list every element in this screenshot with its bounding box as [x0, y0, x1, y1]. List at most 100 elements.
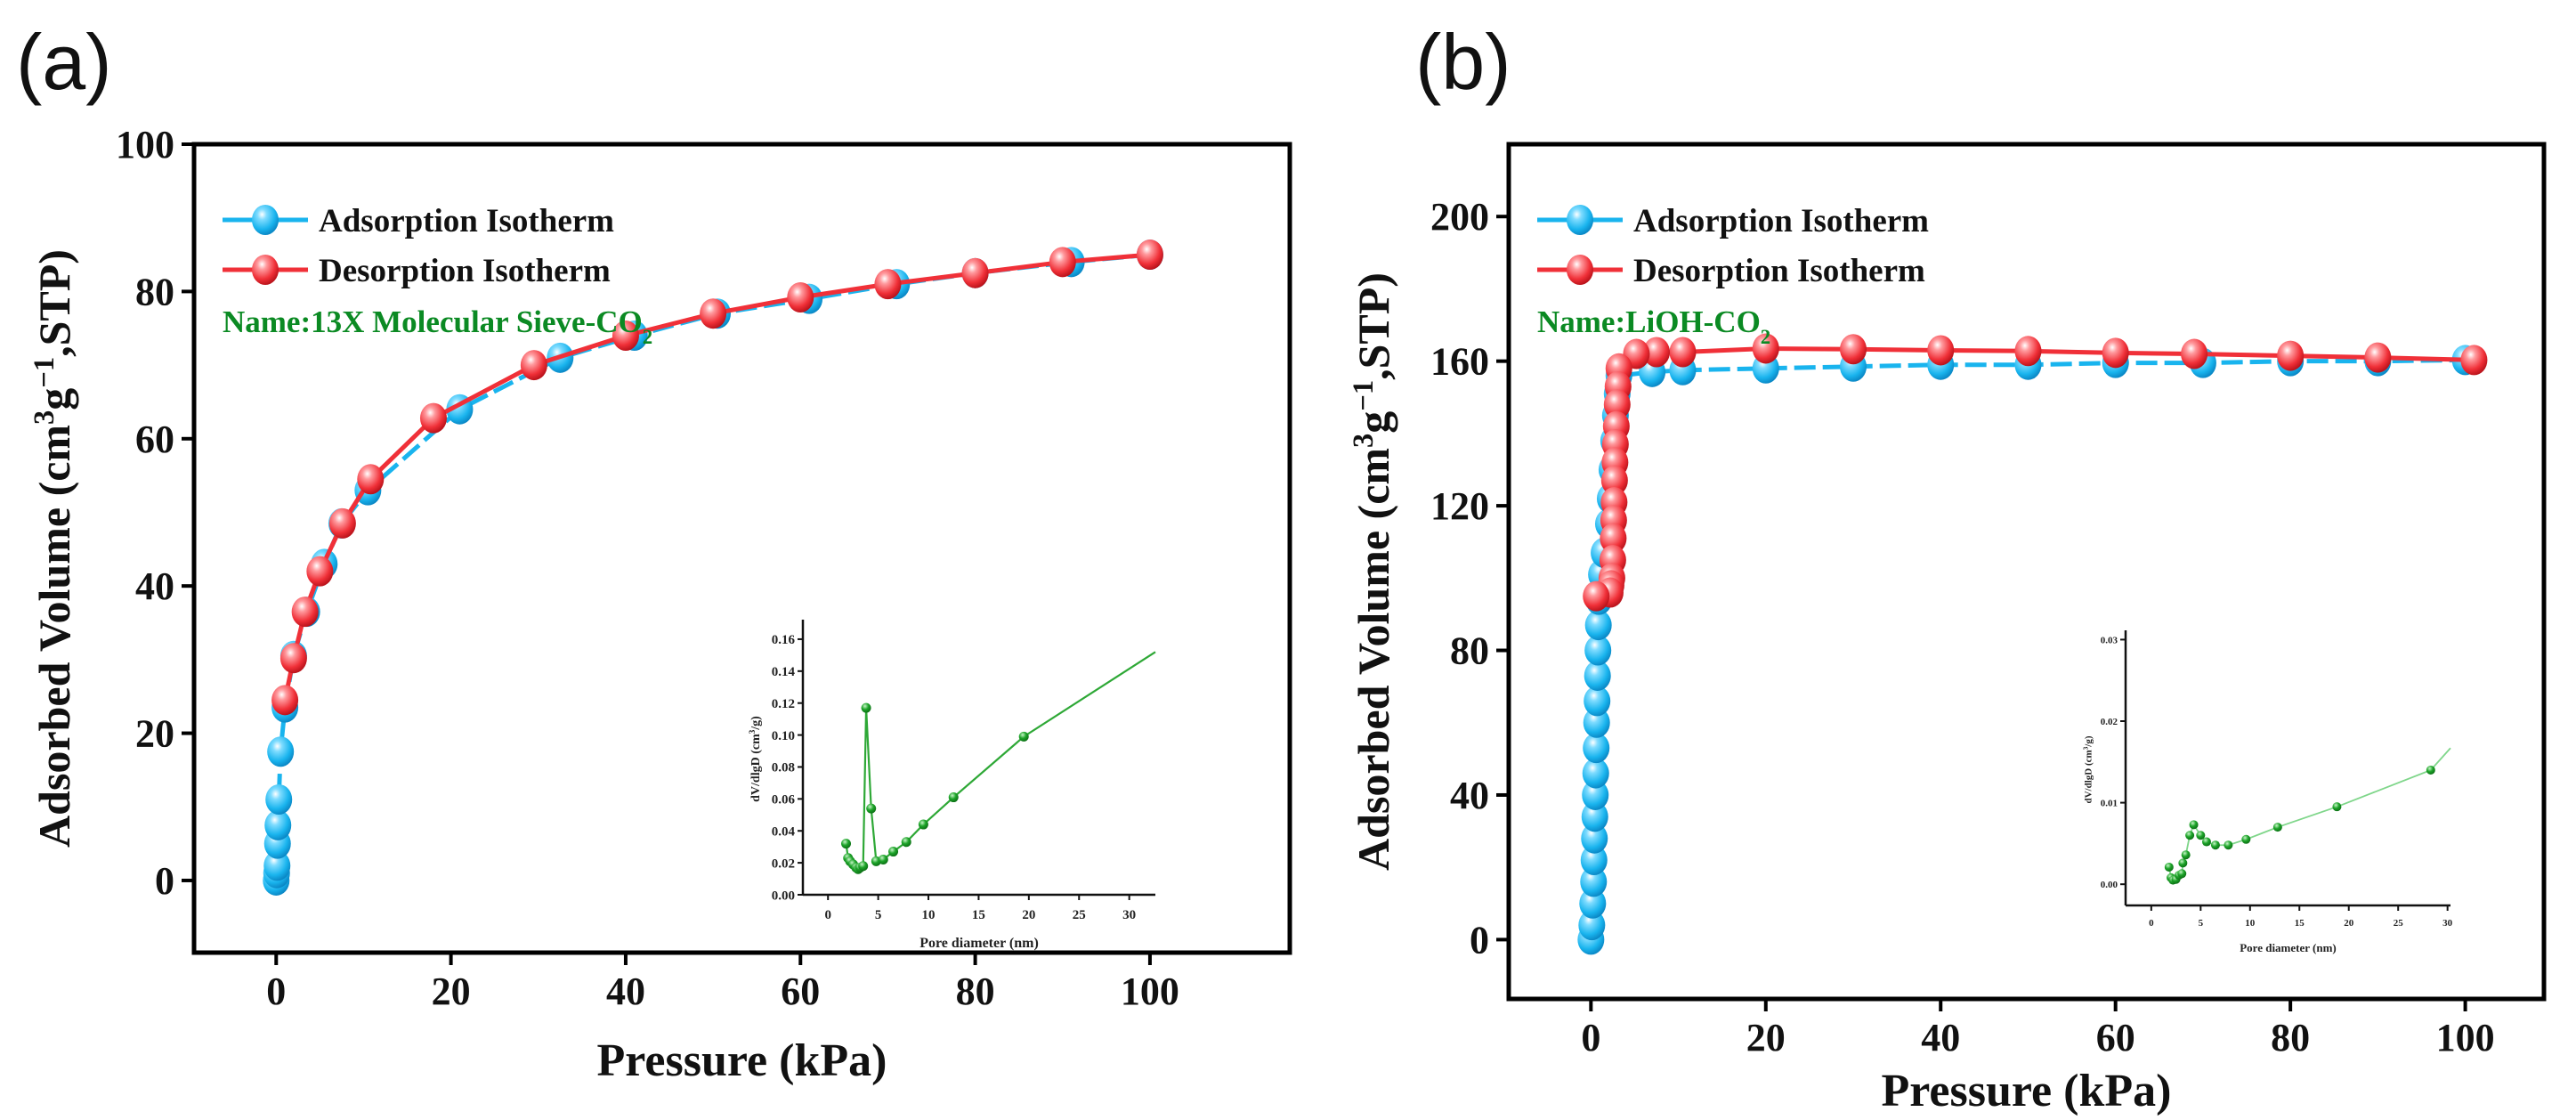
- desorption-marker: [874, 269, 902, 300]
- inset-marker: [948, 792, 959, 803]
- subscript: 2: [1761, 326, 1770, 348]
- inset-x-axis-title: Pore diameter (nm): [919, 936, 1039, 951]
- x-tick-label: 40: [1921, 1016, 1960, 1059]
- x-tick-label: 20: [1746, 1016, 1786, 1059]
- x-tick-label: 60: [781, 970, 820, 1013]
- inset-y-tick-label: 0.02: [772, 856, 795, 871]
- text-run: ,STP): [29, 249, 79, 357]
- inset-marker: [858, 861, 869, 872]
- adsorption-marker: [263, 850, 291, 881]
- inset-y-tick-label: 0.02: [2101, 717, 2118, 727]
- text-run: g: [1349, 411, 1398, 434]
- inset-x-tick-label: 0: [2149, 918, 2154, 929]
- desorption-marker: [357, 464, 385, 495]
- y-tick-label: 160: [1430, 340, 1489, 384]
- superscript: 3: [1348, 434, 1380, 448]
- superscript: 3: [28, 410, 61, 425]
- x-tick-label: 40: [606, 970, 645, 1013]
- inset-y-tick-label: 0.08: [772, 761, 795, 775]
- x-tick-label: 20: [432, 970, 471, 1013]
- inset-marker: [888, 847, 899, 857]
- x-tick-label: 100: [2436, 1016, 2495, 1059]
- text-run: dV/dlgD (cm: [2083, 750, 2094, 803]
- inset-y-tick-label: 0.14: [772, 665, 796, 679]
- inset-x-tick-label: 30: [1122, 908, 1136, 922]
- inset-x-tick-label: 20: [2344, 918, 2354, 929]
- inset-x-tick-label: 15: [972, 908, 985, 922]
- text-run: Name:13X Molecular Sieve-CO: [223, 304, 643, 339]
- inset-x-tick-label: 5: [875, 908, 882, 922]
- desorption-marker: [1927, 335, 1955, 366]
- y-tick-label: 80: [135, 270, 174, 313]
- sample-name: Name:13X Molecular Sieve-CO2: [223, 304, 652, 348]
- inset-y-tick-label: 0.16: [772, 633, 796, 647]
- desorption-marker: [306, 556, 334, 587]
- desorption-marker: [612, 321, 639, 352]
- superscript: 3: [748, 729, 757, 734]
- inset-marker: [2426, 765, 2435, 775]
- desorption-marker: [2277, 340, 2305, 371]
- y-tick-label: 80: [1450, 629, 1489, 673]
- adsorption-line: [273, 252, 1151, 881]
- superscript: −1: [28, 357, 61, 388]
- text-run: ,STP): [1349, 272, 1398, 380]
- adsorption-marker: [1580, 845, 1608, 876]
- x-tick-label: 80: [2271, 1016, 2310, 1059]
- adsorption-marker: [1584, 686, 1611, 717]
- desorption-marker: [1049, 247, 1076, 278]
- inset-marker: [2224, 840, 2233, 850]
- text-run: dV/dlgD (cm: [749, 734, 763, 802]
- x-axis-title: Pressure (kPa): [1882, 1066, 2172, 1116]
- inset-x-axis-title: Pore diameter (nm): [2240, 941, 2337, 954]
- adsorption-marker: [1581, 801, 1608, 832]
- desorption-marker: [1752, 333, 1779, 364]
- desorption-marker: [419, 402, 447, 434]
- inset-pore-distribution: 0.00 0.02 0.04 0.06 0.08 0.10 0.12 0.14 0.16 0 5 10…: [748, 620, 1156, 951]
- x-tick-label: 100: [1121, 970, 1179, 1013]
- inset-marker: [901, 837, 911, 848]
- inset-marker: [2164, 862, 2174, 872]
- adsorption-marker: [1583, 733, 1610, 764]
- desorption-marker: [1840, 334, 1867, 365]
- legend-label: Adsorption Isotherm: [1633, 203, 1929, 239]
- inset-y-tick-label: 0.01: [2101, 798, 2118, 808]
- inset-y-tick-label: 0.12: [772, 697, 795, 711]
- inset-y-axis-title: dV/dlgD (cm3/g): [748, 716, 763, 802]
- desorption-marker: [1669, 337, 1697, 368]
- desorption-marker: [961, 257, 989, 288]
- legend-desorption-marker: [252, 255, 279, 285]
- adsorption-marker: [1579, 888, 1607, 919]
- inset-x-tick-label: 30: [2442, 918, 2453, 929]
- desorption-marker: [520, 350, 547, 381]
- desorption-marker: [271, 685, 299, 716]
- inset-y-tick-label: 0.00: [772, 889, 795, 903]
- desorption-marker: [279, 643, 307, 674]
- inset-marker: [841, 839, 852, 849]
- superscript: −1: [1348, 380, 1380, 411]
- legend-label: Desorption Isotherm: [1633, 253, 1925, 289]
- desorption-marker: [1600, 523, 1627, 554]
- adsorption-line: [1588, 357, 2466, 940]
- inset-marker: [2177, 869, 2187, 879]
- inset-marker: [2201, 837, 2211, 847]
- inset-marker: [2189, 820, 2199, 830]
- y-tick-label: 200: [1430, 195, 1489, 239]
- desorption-marker: [1643, 337, 1671, 368]
- x-axis-title: Pressure (kPa): [597, 1035, 887, 1086]
- text-run: /g): [2083, 735, 2094, 748]
- desorption-marker: [2181, 338, 2208, 369]
- adsorption-marker: [1584, 635, 1612, 666]
- text-run: g: [29, 388, 79, 410]
- inset-x-tick-label: 15: [2295, 918, 2305, 929]
- desorption-line: [1595, 345, 2475, 599]
- legend-label: Desorption Isotherm: [319, 253, 611, 289]
- inset-marker: [1018, 731, 1029, 742]
- inset-x-tick-label: 5: [2199, 918, 2204, 929]
- desorption-marker: [328, 507, 356, 539]
- plot-frame: [191, 142, 1292, 955]
- inset-x-tick-label: 10: [922, 908, 936, 922]
- inset-y-tick-label: 0.06: [772, 793, 796, 808]
- inset-marker: [2185, 831, 2195, 840]
- y-tick-label: 0: [155, 859, 174, 903]
